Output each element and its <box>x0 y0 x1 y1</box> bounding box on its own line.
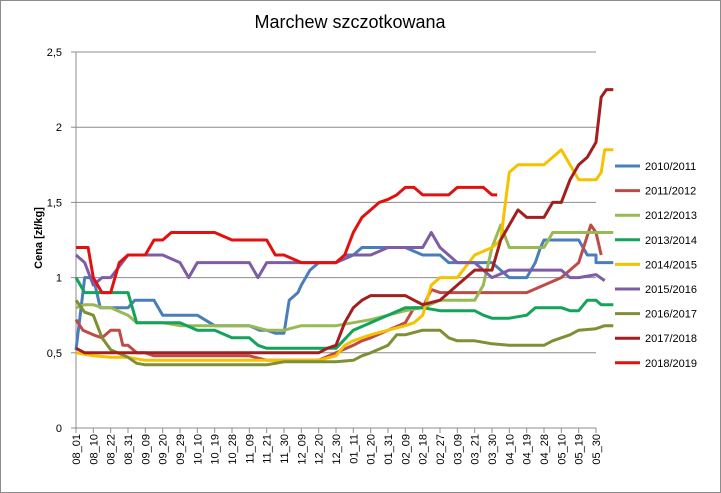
x-tick-label: 03_21 <box>470 434 482 465</box>
x-tick-label: 04_19 <box>522 434 534 465</box>
x-tick-label: 08_22 <box>106 434 118 465</box>
x-tick-label: 04_10 <box>504 434 516 465</box>
x-tick-label: 02_09 <box>400 434 412 465</box>
y-axis: 0 0,5 1 1,5 2 2,5 <box>47 47 77 435</box>
x-tick-label: 12_30 <box>331 434 343 465</box>
legend-label: 2011/2012 <box>645 186 696 198</box>
legend-label: 2017/2018 <box>645 333 697 345</box>
y-tick-label: 1 <box>56 273 62 285</box>
x-tick-label: 02_27 <box>435 434 447 465</box>
y-tick-label: 2,5 <box>47 47 62 59</box>
x-tick-label: 01_31 <box>383 434 395 465</box>
x-tick-label: 02_18 <box>418 434 430 465</box>
x-tick-label: 11_30 <box>279 434 291 464</box>
x-axis: 08_01 08_10 08_22 08_31 09_09 09_20 09_29 10_10… <box>71 427 603 465</box>
x-tick-label: 12_09 <box>296 434 308 465</box>
x-tick-label: 11_21 <box>262 434 274 464</box>
series-line-2013-2014 <box>74 276 614 350</box>
series-line-2017-2018 <box>75 88 614 355</box>
x-tick-label: 08_10 <box>88 434 100 465</box>
x-tick-label: 04_28 <box>539 434 551 465</box>
legend-label: 2010/2011 <box>645 161 696 173</box>
x-tick-label: 09_20 <box>158 434 170 465</box>
series-lines <box>74 88 614 367</box>
series-line-2018-2019 <box>76 185 498 295</box>
y-tick-label: 0 <box>56 423 62 435</box>
series-line-2014-2015 <box>75 148 614 362</box>
legend-label: 2014/2015 <box>645 259 697 271</box>
x-tick-label: 03_09 <box>452 434 464 465</box>
series-line-2016-2017 <box>74 299 614 367</box>
x-tick-label: 08_31 <box>123 434 135 465</box>
legend-label: 2018/2019 <box>645 358 697 370</box>
y-tick-label: 2 <box>56 122 62 134</box>
gridlines <box>76 51 596 354</box>
x-tick-label: 10_19 <box>210 434 222 465</box>
chart-title: Marchew szczotkowana <box>254 12 446 32</box>
x-tick-label: 09_29 <box>175 434 187 465</box>
x-tick-label: 11_09 <box>244 434 256 464</box>
x-tick-label: 12_20 <box>314 434 326 465</box>
legend-label: 2016/2017 <box>645 309 697 321</box>
x-tick-label: 01_11 <box>348 434 360 464</box>
x-tick-label: 09_09 <box>140 434 152 465</box>
x-tick-label: 10_28 <box>227 434 239 465</box>
x-tick-label: 03_30 <box>487 434 499 465</box>
legend-label: 2012/2013 <box>645 210 697 222</box>
x-tick-label: 10_10 <box>192 434 204 465</box>
x-tick-label: 05_19 <box>574 434 586 465</box>
legend-label: 2013/2014 <box>645 235 697 247</box>
x-tick-label: 01_20 <box>366 434 378 465</box>
y-tick-label: 0,5 <box>47 348 62 360</box>
x-tick-label: 08_01 <box>71 434 83 465</box>
legend-label: 2015/2016 <box>645 284 697 296</box>
x-tick-label: 05_30 <box>591 434 603 465</box>
y-tick-label: 1,5 <box>47 197 62 209</box>
x-tick-label: 05_10 <box>556 434 568 465</box>
legend: 2010/2011 2011/2012 2012/2013 2013/2014 2014… <box>615 161 697 370</box>
y-axis-label: Cena [zł/kg] <box>33 207 45 269</box>
